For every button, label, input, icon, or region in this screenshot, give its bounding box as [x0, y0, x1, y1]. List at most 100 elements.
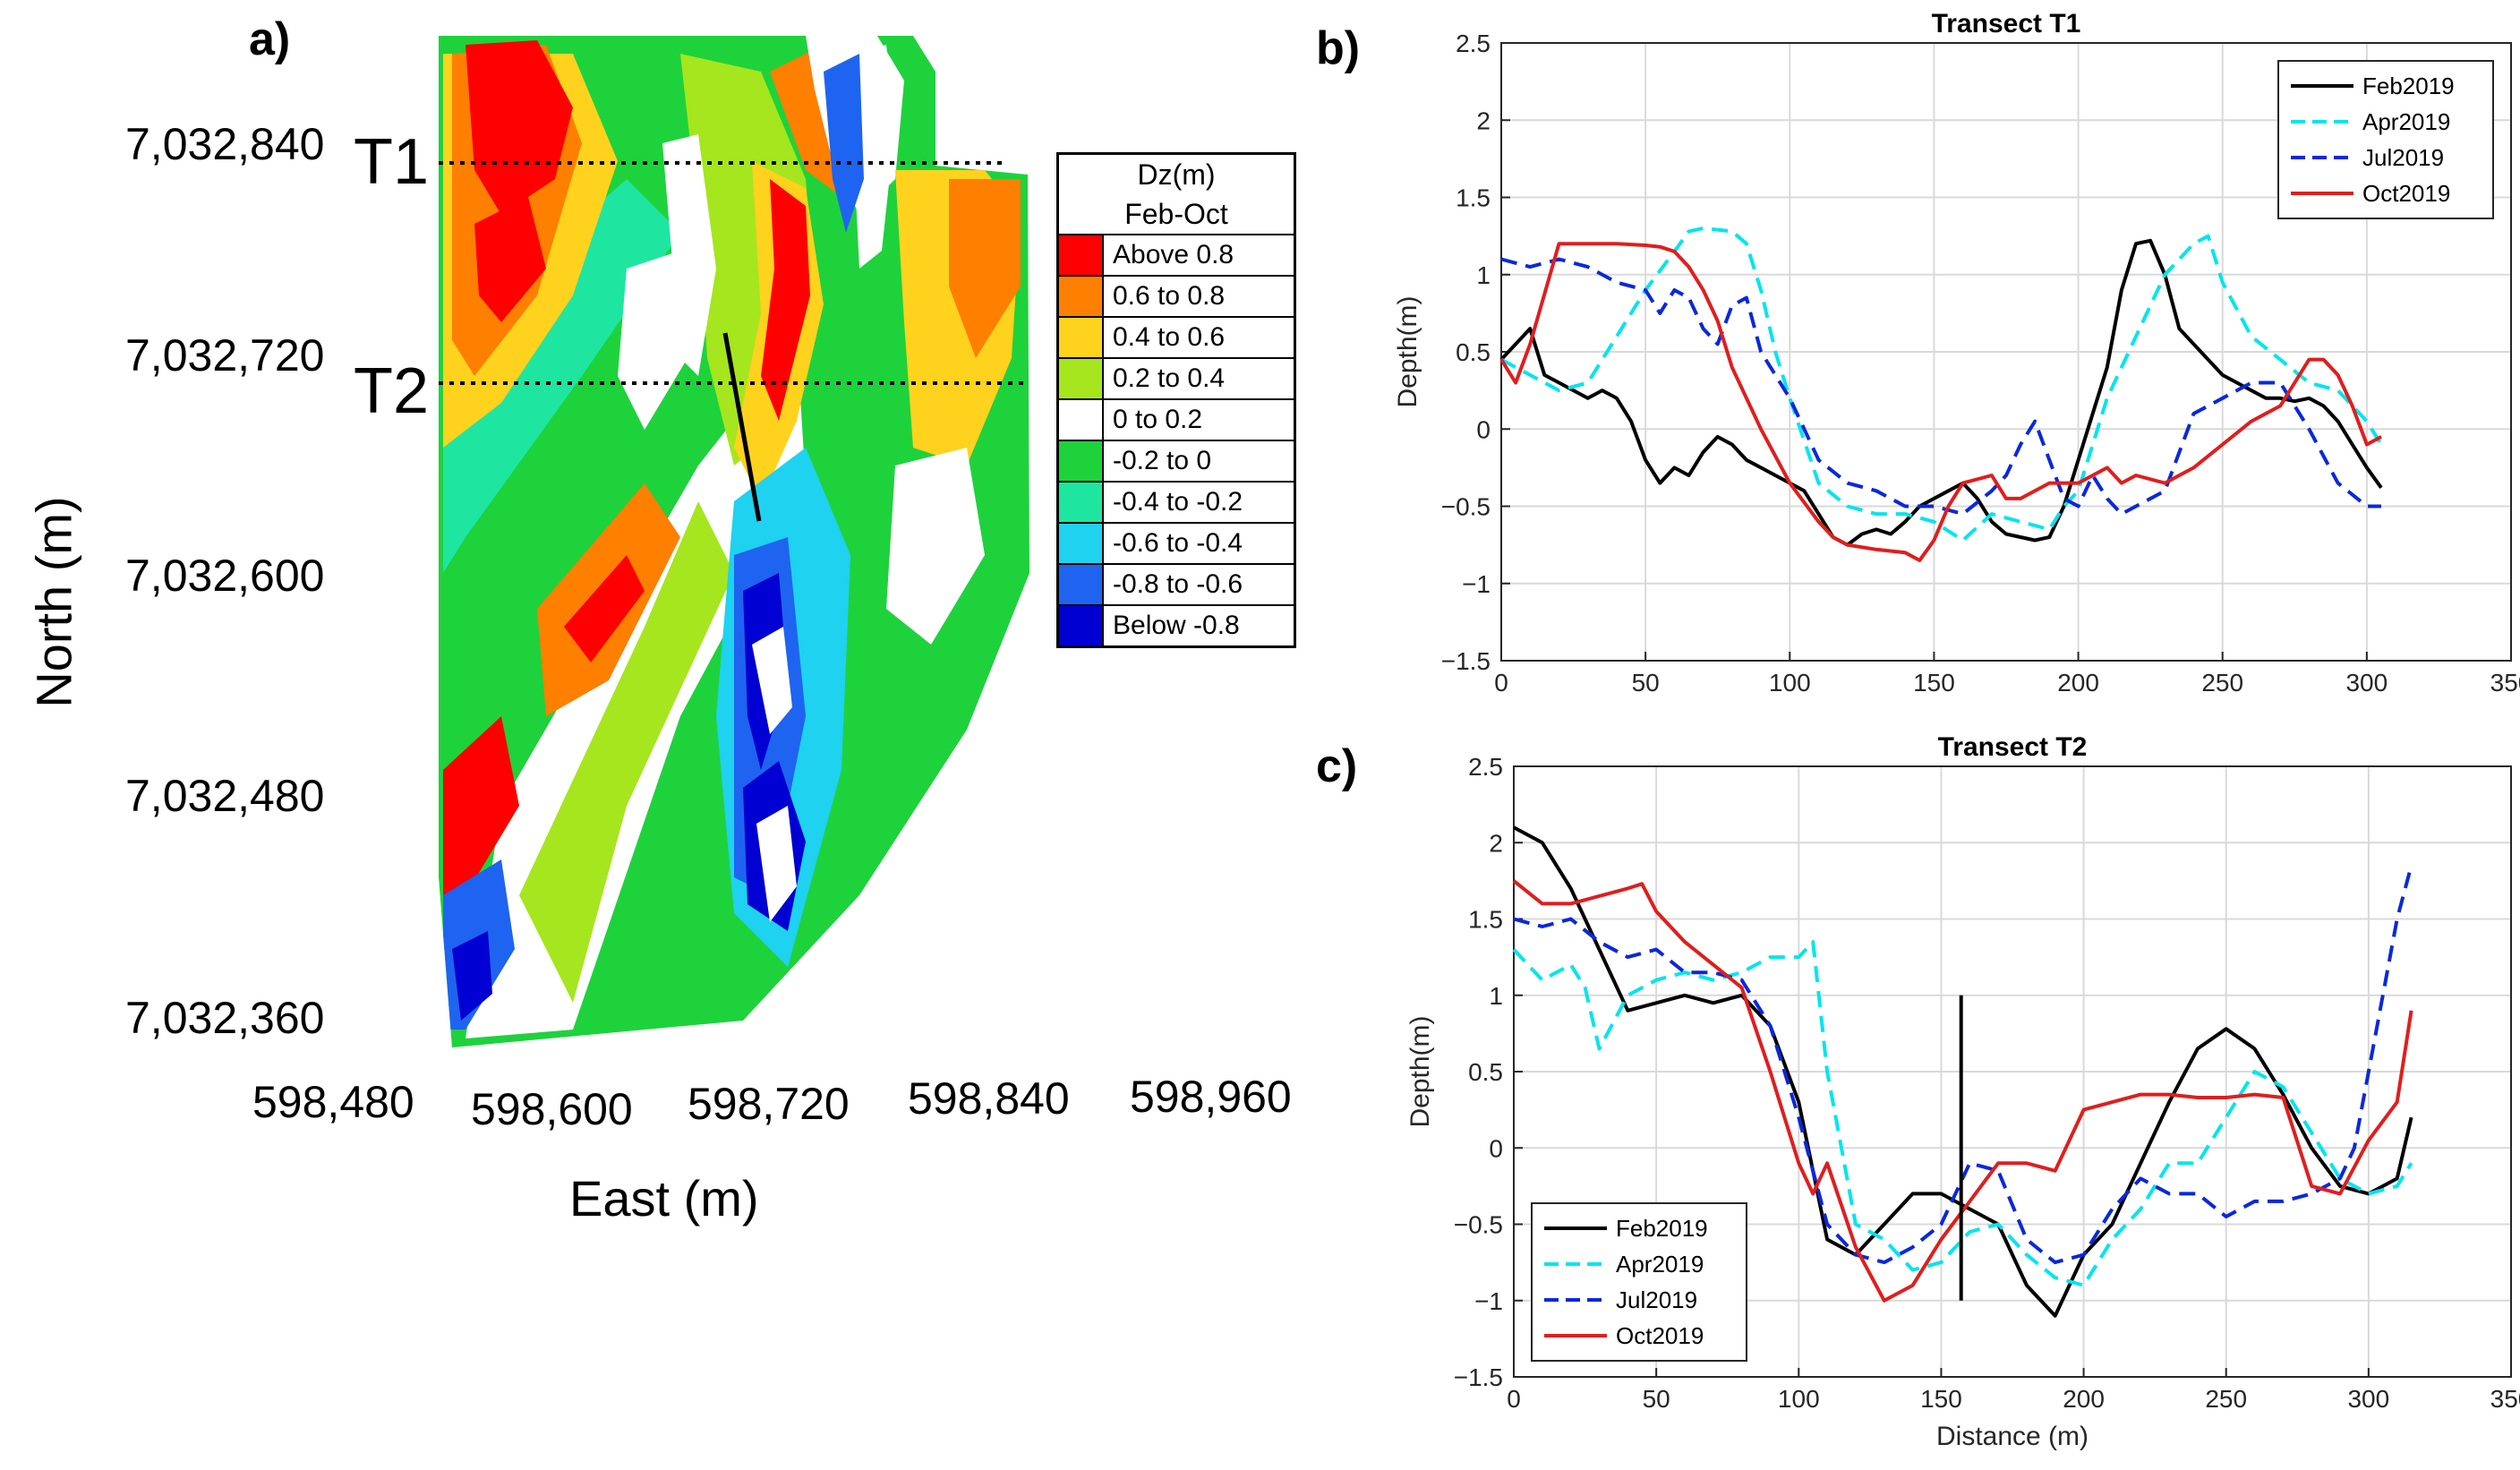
legend-title: Dz(m) Feb-Oct	[1059, 155, 1294, 234]
panel-label-a: a)	[249, 13, 291, 65]
legend-label-apr2019: Apr2019	[2362, 108, 2450, 135]
y-tick-label: −1.5	[1441, 647, 1491, 675]
profile-line	[722, 332, 762, 522]
x-tick-label: 250	[2201, 669, 2243, 697]
legend-label-feb2019: Feb2019	[1616, 1215, 1708, 1242]
y-tick-label: 0.5	[1468, 1058, 1503, 1086]
north-tick-1: 7,032,840	[125, 119, 325, 169]
map-ylabel: North (m)	[25, 496, 82, 708]
series-line-oct2019	[1499, 242, 2382, 562]
east-tick-5: 598,960	[1130, 1072, 1292, 1122]
x-tick-label: 250	[2205, 1385, 2247, 1413]
y-tick-label: 2	[1476, 107, 1491, 134]
north-tick-5: 7,032,360	[125, 993, 325, 1043]
legend-label-jul2019: Jul2019	[2362, 144, 2444, 171]
legend-label: 0 to 0.2	[1113, 405, 1203, 434]
x-tick-label: 300	[2347, 1385, 2389, 1413]
transect-label-t2: T2	[354, 355, 430, 427]
north-tick-2: 7,032,720	[125, 330, 325, 380]
legend-rows: Above 0.8 0.6 to 0.8 0.4 to 0.6 0.2 to 0.4 0…	[1059, 234, 1294, 645]
y-axis-label: Depth(m)	[1393, 295, 1422, 407]
legend-label: Below -0.8	[1113, 611, 1240, 640]
east-tick-2: 598,600	[471, 1084, 633, 1134]
y-tick-label: 1	[1476, 261, 1491, 289]
x-tick-label: 200	[2057, 669, 2099, 697]
y-tick-label: 0.5	[1456, 338, 1491, 366]
x-tick-label: 350	[2490, 669, 2520, 697]
x-tick-label: 300	[2345, 669, 2388, 697]
legend-swatch	[1059, 441, 1104, 481]
y-tick-label: −1.5	[1454, 1363, 1503, 1391]
x-tick-label: 0	[1507, 1385, 1521, 1413]
series-line-oct2019	[1512, 879, 2413, 1303]
map-xlabel: East (m)	[569, 1170, 759, 1226]
east-tick-4: 598,840	[908, 1073, 1070, 1124]
y-tick-label: 0	[1489, 1134, 1503, 1162]
legend-swatch	[1059, 235, 1104, 275]
legend-label: -0.2 to 0	[1113, 446, 1212, 475]
legend-item: -0.6 to -0.4	[1059, 522, 1294, 563]
map-legend: Dz(m) Feb-Oct Above 0.8 0.6 to 0.8 0.4 to …	[1056, 152, 1296, 648]
legend-item: Above 0.8	[1059, 235, 1294, 275]
panel-label-c: c)	[1316, 740, 1358, 792]
legend-item: -0.4 to -0.2	[1059, 481, 1294, 522]
series-line-feb2019	[1513, 825, 2413, 1318]
panel-label-b: b)	[1316, 22, 1361, 74]
legend-item: -0.2 to 0	[1059, 440, 1294, 481]
north-tick-3: 7,032,600	[125, 551, 325, 601]
x-tick-label: 100	[1769, 669, 1811, 697]
x-tick-label: 150	[1913, 669, 1955, 697]
y-tick-label: 1.5	[1456, 184, 1491, 212]
legend-swatch	[1059, 606, 1104, 645]
legend-label: 0.2 to 0.4	[1113, 363, 1226, 393]
chart-transect-t2: 0 50 100 150 200 250 300 350 −1.5 −1 −0.5 0 0.5 1 1.5 2…	[1405, 732, 2520, 1451]
x-tick-label: 50	[1632, 669, 1660, 697]
y-tick-label: −1	[1462, 570, 1491, 598]
chart-title: Transect T1	[1932, 9, 2081, 38]
legend-item: 0.2 to 0.4	[1059, 357, 1294, 398]
legend-label-apr2019: Apr2019	[1616, 1251, 1704, 1278]
legend-label-jul2019: Jul2019	[1616, 1286, 1697, 1313]
legend-item: -0.8 to -0.6	[1059, 563, 1294, 604]
x-axis-label: Distance (m)	[1936, 1422, 2089, 1451]
east-tick-1: 598,480	[252, 1077, 414, 1127]
legend-title-line2: Feb-Oct	[1124, 198, 1228, 230]
legend-item: Below -0.8	[1059, 604, 1294, 645]
x-tick-label: 50	[1643, 1385, 1670, 1413]
legend-label: -0.4 to -0.2	[1113, 487, 1243, 517]
legend-item: 0.6 to 0.8	[1059, 275, 1294, 316]
legend-label: 0.4 to 0.6	[1113, 322, 1226, 352]
legend-swatch	[1059, 359, 1104, 398]
legend-label: -0.8 to -0.6	[1113, 569, 1243, 599]
legend-swatch	[1059, 524, 1104, 563]
legend-label: 0.6 to 0.8	[1113, 281, 1226, 311]
y-tick-label: −1	[1474, 1287, 1503, 1315]
series-line-apr2019	[1512, 940, 2413, 1287]
legend-swatch	[1059, 565, 1104, 604]
x-tick-label: 150	[1920, 1385, 1962, 1413]
x-tick-label: 350	[2490, 1385, 2520, 1413]
legend-swatch	[1059, 400, 1104, 440]
east-tick-3: 598,720	[688, 1079, 850, 1129]
y-tick-label: 0	[1476, 415, 1491, 443]
legend-swatch	[1059, 483, 1104, 522]
x-tick-label: 200	[2063, 1385, 2105, 1413]
elevation-change-map	[439, 36, 1029, 1047]
legend-label: -0.6 to -0.4	[1113, 528, 1243, 558]
legend-swatch	[1059, 277, 1104, 316]
legend-label-oct2019: Oct2019	[2362, 180, 2450, 207]
legend-label: Above 0.8	[1113, 240, 1234, 269]
x-tick-label: 0	[1494, 669, 1508, 697]
legend-swatch	[1059, 318, 1104, 357]
y-tick-label: 2	[1489, 829, 1503, 857]
series-line-feb2019	[1499, 238, 2383, 547]
series-line-jul2019	[1500, 257, 2381, 517]
y-tick-label: 2.5	[1456, 30, 1491, 57]
transect-label-t1: T1	[354, 126, 430, 198]
chart-title: Transect T2	[1938, 732, 2088, 762]
legend-item: 0 to 0.2	[1059, 398, 1294, 440]
legend-title-line1: Dz(m)	[1137, 158, 1216, 191]
y-tick-label: 2.5	[1468, 753, 1503, 781]
legend-item: 0.4 to 0.6	[1059, 316, 1294, 357]
x-tick-label: 100	[1778, 1385, 1820, 1413]
